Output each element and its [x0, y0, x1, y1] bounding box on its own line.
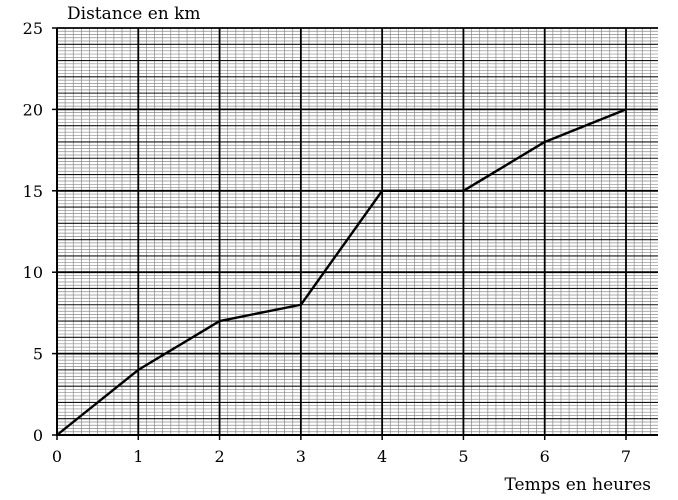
data-point: [462, 189, 465, 192]
y-tick-label: 15: [23, 182, 43, 201]
data-point: [218, 319, 221, 323]
x-tick-label: 0: [52, 447, 62, 466]
major-grid: [57, 27, 658, 435]
x-tick-label: 6: [540, 447, 550, 466]
x-tick-label: 1: [133, 447, 143, 466]
mid-grid: [57, 43, 658, 420]
data-point: [137, 368, 140, 372]
y-tick-label: 0: [33, 426, 43, 445]
x-tick-labels: 0 1 2 3 4 5 6 7: [52, 447, 631, 466]
series-line: [56, 108, 627, 436]
y-tick-label: 25: [23, 19, 43, 38]
y-tick-label: 10: [23, 263, 43, 282]
axes: [52, 27, 658, 440]
y-tick-label: 5: [33, 345, 43, 364]
x-axis-label: Temps en heures: [505, 475, 652, 495]
data-point: [299, 303, 303, 306]
y-tick-label: 20: [23, 100, 43, 119]
y-tick-labels: 0 5 10 15 20 25: [23, 19, 43, 445]
minor-grid: [57, 28, 658, 435]
x-tick-label: 2: [214, 447, 224, 466]
data-point: [624, 108, 628, 111]
data-point: [380, 189, 384, 192]
series-layer: [55, 108, 628, 437]
y-axis-label: Distance en km: [67, 4, 201, 24]
x-tick-label: 4: [377, 447, 387, 466]
x-tick-label: 5: [458, 447, 468, 466]
x-tick-label: 7: [621, 447, 631, 466]
data-point: [55, 433, 59, 437]
x-tick-label: 3: [296, 447, 306, 466]
data-point: [543, 140, 546, 144]
